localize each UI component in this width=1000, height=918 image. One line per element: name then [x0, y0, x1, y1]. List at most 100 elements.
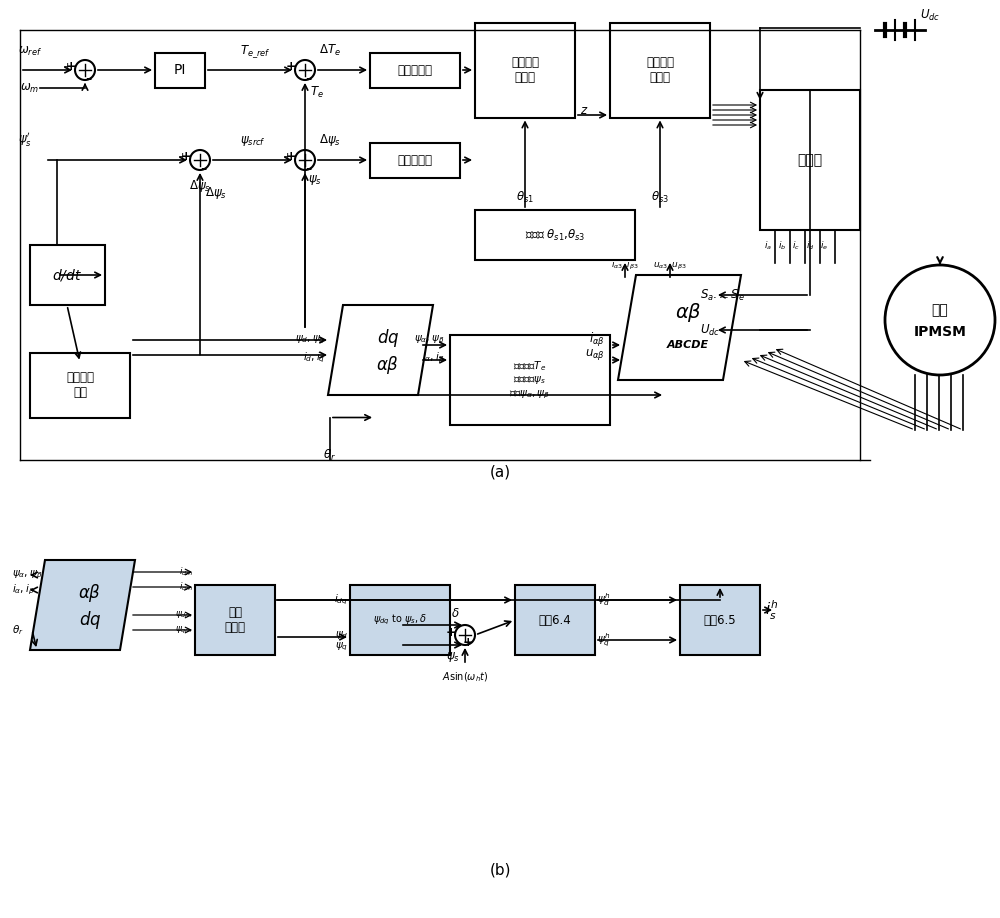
Text: $\Delta T_e$: $\Delta T_e$: [319, 43, 341, 58]
Text: $u_{\alpha\beta}$: $u_{\alpha\beta}$: [585, 348, 605, 363]
Text: $\psi_d^h$: $\psi_d^h$: [597, 591, 610, 609]
Text: $\psi_s'$: $\psi_s'$: [18, 130, 32, 148]
Text: -: -: [200, 161, 206, 175]
Text: $\psi_s$: $\psi_s$: [446, 650, 460, 664]
FancyBboxPatch shape: [680, 585, 760, 655]
Text: $\theta_r$: $\theta_r$: [12, 623, 24, 637]
Text: $U_{dc}$: $U_{dc}$: [920, 7, 940, 23]
Text: $\theta_{s1}$: $\theta_{s1}$: [516, 190, 534, 205]
Polygon shape: [30, 560, 135, 650]
Polygon shape: [328, 305, 433, 395]
Text: 逆变器: 逆变器: [797, 153, 823, 167]
FancyBboxPatch shape: [450, 335, 610, 425]
Text: $d$/$dt$: $d$/$dt$: [52, 267, 83, 283]
Text: +: +: [177, 152, 187, 162]
Text: $\alpha\beta$: $\alpha\beta$: [78, 582, 102, 604]
Text: +: +: [282, 152, 292, 162]
Text: $\psi_q^h$: $\psi_q^h$: [597, 632, 610, 649]
FancyBboxPatch shape: [155, 52, 205, 87]
Text: $\psi_{srcf}$: $\psi_{srcf}$: [240, 134, 265, 148]
FancyBboxPatch shape: [30, 245, 105, 305]
Text: $\Delta\psi_s$: $\Delta\psi_s$: [189, 178, 211, 194]
FancyBboxPatch shape: [610, 23, 710, 118]
Text: $i_c$: $i_c$: [792, 240, 800, 252]
Text: $i_b$: $i_b$: [778, 240, 786, 252]
Text: $\theta_{s3}$: $\theta_{s3}$: [651, 190, 669, 205]
Text: 步骤6.5: 步骤6.5: [704, 613, 736, 626]
Text: 滞环控制器: 滞环控制器: [398, 63, 433, 76]
FancyBboxPatch shape: [515, 585, 595, 655]
Text: IPMSM: IPMSM: [914, 325, 966, 339]
Text: $i_a$: $i_a$: [764, 240, 772, 252]
Text: 一维空间
开关表: 一维空间 开关表: [511, 56, 539, 84]
Text: 五相: 五相: [932, 303, 948, 317]
Text: +: +: [286, 61, 296, 73]
Text: -: -: [85, 71, 91, 85]
Text: $\Delta\psi_s$: $\Delta\psi_s$: [205, 185, 227, 201]
Text: +: +: [66, 61, 76, 73]
Text: 电磁转矩$T_e$
定子磁链$\psi_s$
磁链$\psi_{\alpha},\psi_{\beta}$: 电磁转矩$T_e$ 定子磁链$\psi_s$ 磁链$\psi_{\alpha},…: [509, 359, 551, 401]
Text: $i_\alpha,i_\beta$: $i_\alpha,i_\beta$: [12, 583, 35, 598]
Text: $\psi_q$: $\psi_q$: [335, 641, 348, 654]
Text: $\delta$: $\delta$: [451, 607, 460, 620]
Text: $i_{qm}$: $i_{qm}$: [179, 580, 193, 594]
Text: $\psi_{dm}$: $\psi_{dm}$: [175, 610, 193, 621]
Text: $dq$: $dq$: [79, 609, 101, 631]
Text: (b): (b): [489, 863, 511, 878]
Text: 位置角 $\theta_{s1}$,$\theta_{s3}$: 位置角 $\theta_{s1}$,$\theta_{s3}$: [525, 228, 585, 242]
Text: $\psi_{dq}$ to $\psi_s,\delta$: $\psi_{dq}$ to $\psi_s,\delta$: [373, 613, 427, 627]
FancyBboxPatch shape: [475, 23, 575, 118]
FancyBboxPatch shape: [760, 90, 860, 230]
Text: $i_s^h$: $i_s^h$: [765, 599, 778, 621]
Text: 三维空间
开关表: 三维空间 开关表: [646, 56, 674, 84]
Text: $i_{\alpha\beta}$: $i_{\alpha\beta}$: [589, 331, 605, 349]
Text: (a): (a): [489, 465, 511, 479]
Text: ABCDE: ABCDE: [667, 341, 709, 351]
Text: $z$: $z$: [580, 104, 588, 117]
Text: $\psi_{qm}$: $\psi_{qm}$: [175, 624, 193, 635]
Text: $U_{dc}$: $U_{dc}$: [700, 322, 720, 338]
Text: $S_a...S_e$: $S_a...S_e$: [700, 287, 745, 303]
Text: $i_{\alpha},i_{\beta}$: $i_{\alpha},i_{\beta}$: [422, 351, 445, 365]
Text: +: +: [62, 62, 72, 72]
Text: $i_{dm}$: $i_{dm}$: [179, 565, 193, 578]
FancyBboxPatch shape: [350, 585, 450, 655]
Text: $dq$: $dq$: [377, 327, 399, 349]
Text: $\theta_r$: $\theta_r$: [323, 447, 337, 463]
Text: $i_{\alpha3},i_{\beta3}$: $i_{\alpha3},i_{\beta3}$: [611, 259, 639, 272]
Text: +: +: [181, 151, 191, 163]
Text: $i_d,i_q$: $i_d,i_q$: [303, 351, 325, 365]
FancyBboxPatch shape: [370, 52, 460, 87]
Text: 虚拟信号
模块: 虚拟信号 模块: [66, 371, 94, 399]
Text: $\omega_m$: $\omega_m$: [20, 82, 39, 95]
Text: $\psi_d$: $\psi_d$: [335, 629, 348, 641]
Text: $i_e$: $i_e$: [820, 240, 828, 252]
FancyBboxPatch shape: [475, 210, 635, 260]
FancyBboxPatch shape: [370, 142, 460, 177]
Text: $\omega_{ref}$: $\omega_{ref}$: [18, 45, 42, 58]
Text: $\Delta\psi_s$: $\Delta\psi_s$: [319, 132, 341, 148]
Text: 滞环控制器: 滞环控制器: [398, 153, 433, 166]
Text: 步骤6.4: 步骤6.4: [539, 613, 571, 626]
Text: -: -: [305, 161, 311, 175]
Text: 低通
滤波器: 低通 滤波器: [225, 606, 246, 634]
Text: $u_{\alpha3},u_{\beta3}$: $u_{\alpha3},u_{\beta3}$: [653, 261, 687, 272]
Polygon shape: [618, 275, 741, 380]
Text: $\alpha\beta$: $\alpha\beta$: [675, 301, 701, 324]
Text: $\psi_d,\psi_q$: $\psi_d,\psi_q$: [295, 334, 325, 346]
Text: +: +: [446, 625, 456, 639]
Text: $i_d$: $i_d$: [806, 240, 814, 252]
Text: +: +: [463, 636, 473, 650]
Text: $\psi_{\alpha},\psi_{\beta}$: $\psi_{\alpha},\psi_{\beta}$: [414, 334, 445, 346]
Text: $T_{e\_ref}$: $T_{e\_ref}$: [240, 43, 270, 60]
Text: $T_e$: $T_e$: [310, 84, 324, 99]
Text: $A\sin(\omega_h t)$: $A\sin(\omega_h t)$: [442, 670, 488, 684]
FancyBboxPatch shape: [195, 585, 275, 655]
Text: PI: PI: [174, 63, 186, 77]
Text: $i_{dq}$: $i_{dq}$: [334, 593, 348, 607]
Text: $\psi_s$: $\psi_s$: [308, 173, 322, 187]
Text: +: +: [286, 151, 296, 163]
Text: -: -: [305, 71, 311, 85]
FancyBboxPatch shape: [30, 353, 130, 418]
Text: $\alpha\beta$: $\alpha\beta$: [376, 354, 400, 376]
